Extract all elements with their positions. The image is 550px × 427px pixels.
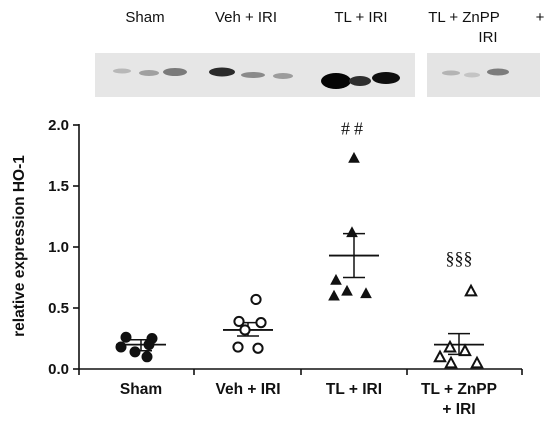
y-tick-label: 0.0	[48, 361, 69, 378]
blot-lane-label: TL + IRI	[334, 9, 387, 26]
blot-band	[209, 67, 235, 77]
blot-lane-label: TL + ZnPP	[428, 9, 500, 26]
blot-band	[273, 73, 293, 79]
data-point	[330, 273, 342, 285]
blot-band	[113, 68, 131, 74]
data-point	[348, 151, 360, 163]
x-category-label: TL + IRI	[326, 381, 382, 398]
data-point	[464, 283, 478, 297]
blot-band	[372, 72, 400, 84]
data-point	[233, 315, 245, 328]
blot-band	[442, 70, 460, 76]
blot-band	[139, 70, 159, 76]
blot-band	[321, 73, 351, 89]
data-point	[232, 341, 244, 353]
data-point	[239, 324, 251, 336]
blot-lane-label: Veh + IRI	[215, 9, 277, 26]
data-point	[458, 343, 472, 357]
data-point	[360, 287, 372, 299]
dot-plot-chart: relative expression HO-1 0.0 0.5 1.0 1.5 2.0…	[11, 117, 523, 418]
blot-band	[464, 72, 480, 78]
significance-annotation: ##	[341, 119, 367, 139]
x-category-label: TL + ZnPP	[421, 381, 497, 398]
western-blot: Sham Veh + IRI TL + IRI TL + ZnPP IRI +	[95, 9, 545, 97]
blot-band	[163, 68, 187, 76]
significance-annotation: §§§	[446, 248, 473, 268]
data-point	[115, 341, 127, 353]
data-point	[328, 289, 340, 301]
data-point	[143, 339, 155, 351]
data-point	[433, 349, 447, 363]
data-point	[120, 331, 132, 343]
blot-lane-label: +	[536, 9, 545, 26]
x-category-label: Veh + IRI	[215, 381, 280, 398]
data-point	[470, 355, 484, 369]
data-point	[255, 317, 267, 329]
x-category-label: Sham	[120, 381, 162, 398]
blot-panel	[427, 53, 540, 97]
data-point	[444, 355, 458, 369]
data-point	[252, 342, 264, 354]
y-tick-label: 1.5	[48, 178, 69, 195]
data-point	[250, 293, 262, 306]
blot-lane-label: IRI	[478, 29, 497, 46]
y-tick-label: 2.0	[48, 117, 69, 134]
data-point	[141, 351, 153, 363]
y-tick-label: 0.5	[48, 300, 69, 317]
data-point	[341, 284, 353, 296]
data-point	[443, 339, 457, 353]
blot-lane-label: Sham	[125, 9, 164, 26]
y-axis-label: relative expression HO-1	[11, 155, 28, 337]
data-point	[129, 346, 141, 358]
blot-band	[487, 68, 509, 76]
data-point	[346, 226, 358, 238]
blot-band	[241, 72, 265, 78]
y-tick-label: 1.0	[48, 239, 69, 256]
x-category-label: + IRI	[442, 401, 475, 418]
blot-band	[349, 76, 371, 86]
